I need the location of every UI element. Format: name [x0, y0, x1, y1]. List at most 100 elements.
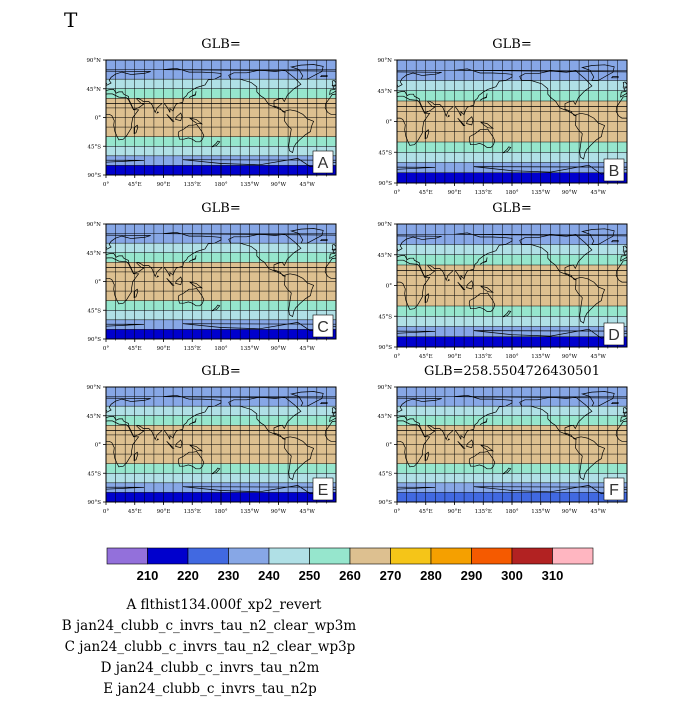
x-tick-label: 135°E	[475, 509, 492, 515]
coast-9	[133, 124, 139, 135]
grid	[106, 224, 336, 339]
coast-9	[424, 451, 430, 462]
y-tick-label: 45°N	[86, 251, 101, 257]
map-panel-F: GLB=258.5504726430501 0° 45°E 90°E 135°E 180°…	[377, 364, 628, 515]
coast-6	[457, 281, 466, 290]
figure-title: T	[64, 8, 78, 32]
y-tick-label: 90°S	[378, 345, 392, 351]
panel-letter: C	[317, 319, 329, 336]
x-tick-label: 45°E	[128, 509, 142, 515]
coast-3	[163, 394, 336, 440]
coast-14	[447, 278, 450, 282]
coast-1	[283, 436, 315, 481]
x-tick-label: 135°E	[184, 509, 201, 515]
coast-6	[457, 441, 466, 449]
y-tick-label: 90°N	[377, 58, 392, 64]
x-tick-label: 45°W	[300, 346, 316, 352]
panel-letter-box	[312, 477, 334, 501]
x-tick-label: 0°	[394, 509, 400, 515]
panel-letter: D	[608, 327, 620, 344]
x-tick-label: 180°	[214, 346, 227, 352]
x-tick-label: 135°W	[531, 354, 550, 360]
x-tick-label: 0°	[103, 346, 109, 352]
map-panel-C: GLB= 0° 45°E 90°E 135°E 180° 135°W 90°W 45°W 90°N…	[86, 201, 337, 352]
colorbar-label: 310	[542, 568, 564, 583]
x-tick-label: 135°W	[240, 509, 259, 515]
y-tick-label: 45°S	[378, 471, 392, 477]
y-tick-label: 90°S	[87, 173, 101, 179]
colorbar-label: 300	[501, 568, 523, 583]
coast-11	[331, 79, 336, 87]
y-tick-label: 90°S	[87, 500, 101, 506]
legend-line-e: E jan24_clubb_c_invrs_tau_n2p	[103, 681, 317, 697]
coast-3	[454, 232, 627, 281]
panel-letter-box	[603, 158, 625, 182]
coast-14	[156, 438, 160, 441]
coast-13	[502, 467, 512, 475]
map-panel-B: GLB= 0° 45°E 90°E 135°E 180° 135°W 90°W 45°W 90°N…	[377, 37, 628, 196]
colorbar-bin-11	[552, 547, 594, 565]
grid	[106, 387, 336, 502]
y-tick-label: 45°S	[378, 314, 392, 320]
x-tick-label: 135°W	[240, 182, 259, 188]
colorbar-label: 260	[339, 568, 361, 583]
x-tick-label: 45°E	[128, 182, 142, 188]
panel-letter: E	[318, 482, 329, 499]
colorbar-label: 240	[258, 568, 280, 583]
grid	[397, 224, 627, 347]
colorbar-bin-1	[147, 547, 189, 565]
x-tick-label: 135°E	[184, 182, 201, 188]
x-tick-label: 180°	[505, 190, 518, 196]
x-tick-label: 45°W	[591, 354, 607, 360]
x-tick-label: 45°E	[419, 509, 433, 515]
colorbar-bin-5	[309, 547, 351, 565]
x-tick-label: 135°E	[475, 190, 492, 196]
coast-13	[502, 146, 512, 154]
coast-12	[319, 238, 328, 241]
colorbar-label: 280	[420, 568, 442, 583]
coast-11	[622, 245, 627, 252]
y-tick-label: 45°N	[377, 414, 392, 420]
panels: GLB= 0° 45°E 90°E 135°E 180° 135°W 90°W 45°W 90°N…	[86, 37, 628, 515]
x-tick-label: 90°W	[271, 509, 287, 515]
coast-12	[610, 401, 619, 404]
y-tick-label: 45°N	[86, 87, 101, 93]
coast-wrap-3	[106, 234, 164, 278]
x-tick-label: 135°W	[531, 509, 550, 515]
panel-title: GLB=	[201, 201, 240, 216]
colorbar-bin-8	[430, 547, 472, 565]
x-tick-label: 180°	[505, 509, 518, 515]
x-tick-label: 135°E	[475, 354, 492, 360]
coast-12	[610, 76, 619, 79]
x-tick-label: 45°E	[419, 354, 433, 360]
y-tick-label: 45°N	[377, 253, 392, 259]
panel-letter-box	[312, 150, 334, 174]
x-tick-label: 45°E	[128, 346, 142, 352]
coast-1	[574, 276, 606, 324]
coast-14	[447, 438, 451, 441]
coast-wrap-2	[397, 259, 431, 310]
y-tick-label: 45°S	[87, 471, 101, 477]
grid	[106, 60, 336, 175]
coast-6	[166, 278, 175, 286]
coast-13	[211, 140, 221, 148]
coast-1	[574, 112, 606, 160]
coast-wrap-2	[106, 420, 140, 468]
legend-line-c: C jan24_clubb_c_invrs_tau_n2_clear_wp3p	[65, 639, 356, 655]
y-tick-label: 0°	[95, 116, 101, 122]
y-tick-label: 0°	[95, 443, 101, 449]
coast-14	[447, 114, 450, 118]
legend-line-d: D jan24_clubb_c_invrs_tau_n2m	[101, 660, 320, 676]
x-tick-label: 135°W	[531, 190, 550, 196]
coast-9	[133, 451, 139, 462]
panel-title: GLB=	[492, 201, 531, 216]
coast-3	[163, 67, 336, 113]
coast-11	[622, 406, 627, 414]
coast-14	[156, 111, 160, 114]
coast-wrap-3	[397, 397, 455, 441]
case-legend: A flthist134.000f_xp2_revert B jan24_club…	[62, 597, 357, 697]
y-tick-label: 45°N	[377, 89, 392, 95]
x-tick-label: 90°E	[448, 354, 462, 360]
y-tick-label: 0°	[386, 443, 392, 449]
